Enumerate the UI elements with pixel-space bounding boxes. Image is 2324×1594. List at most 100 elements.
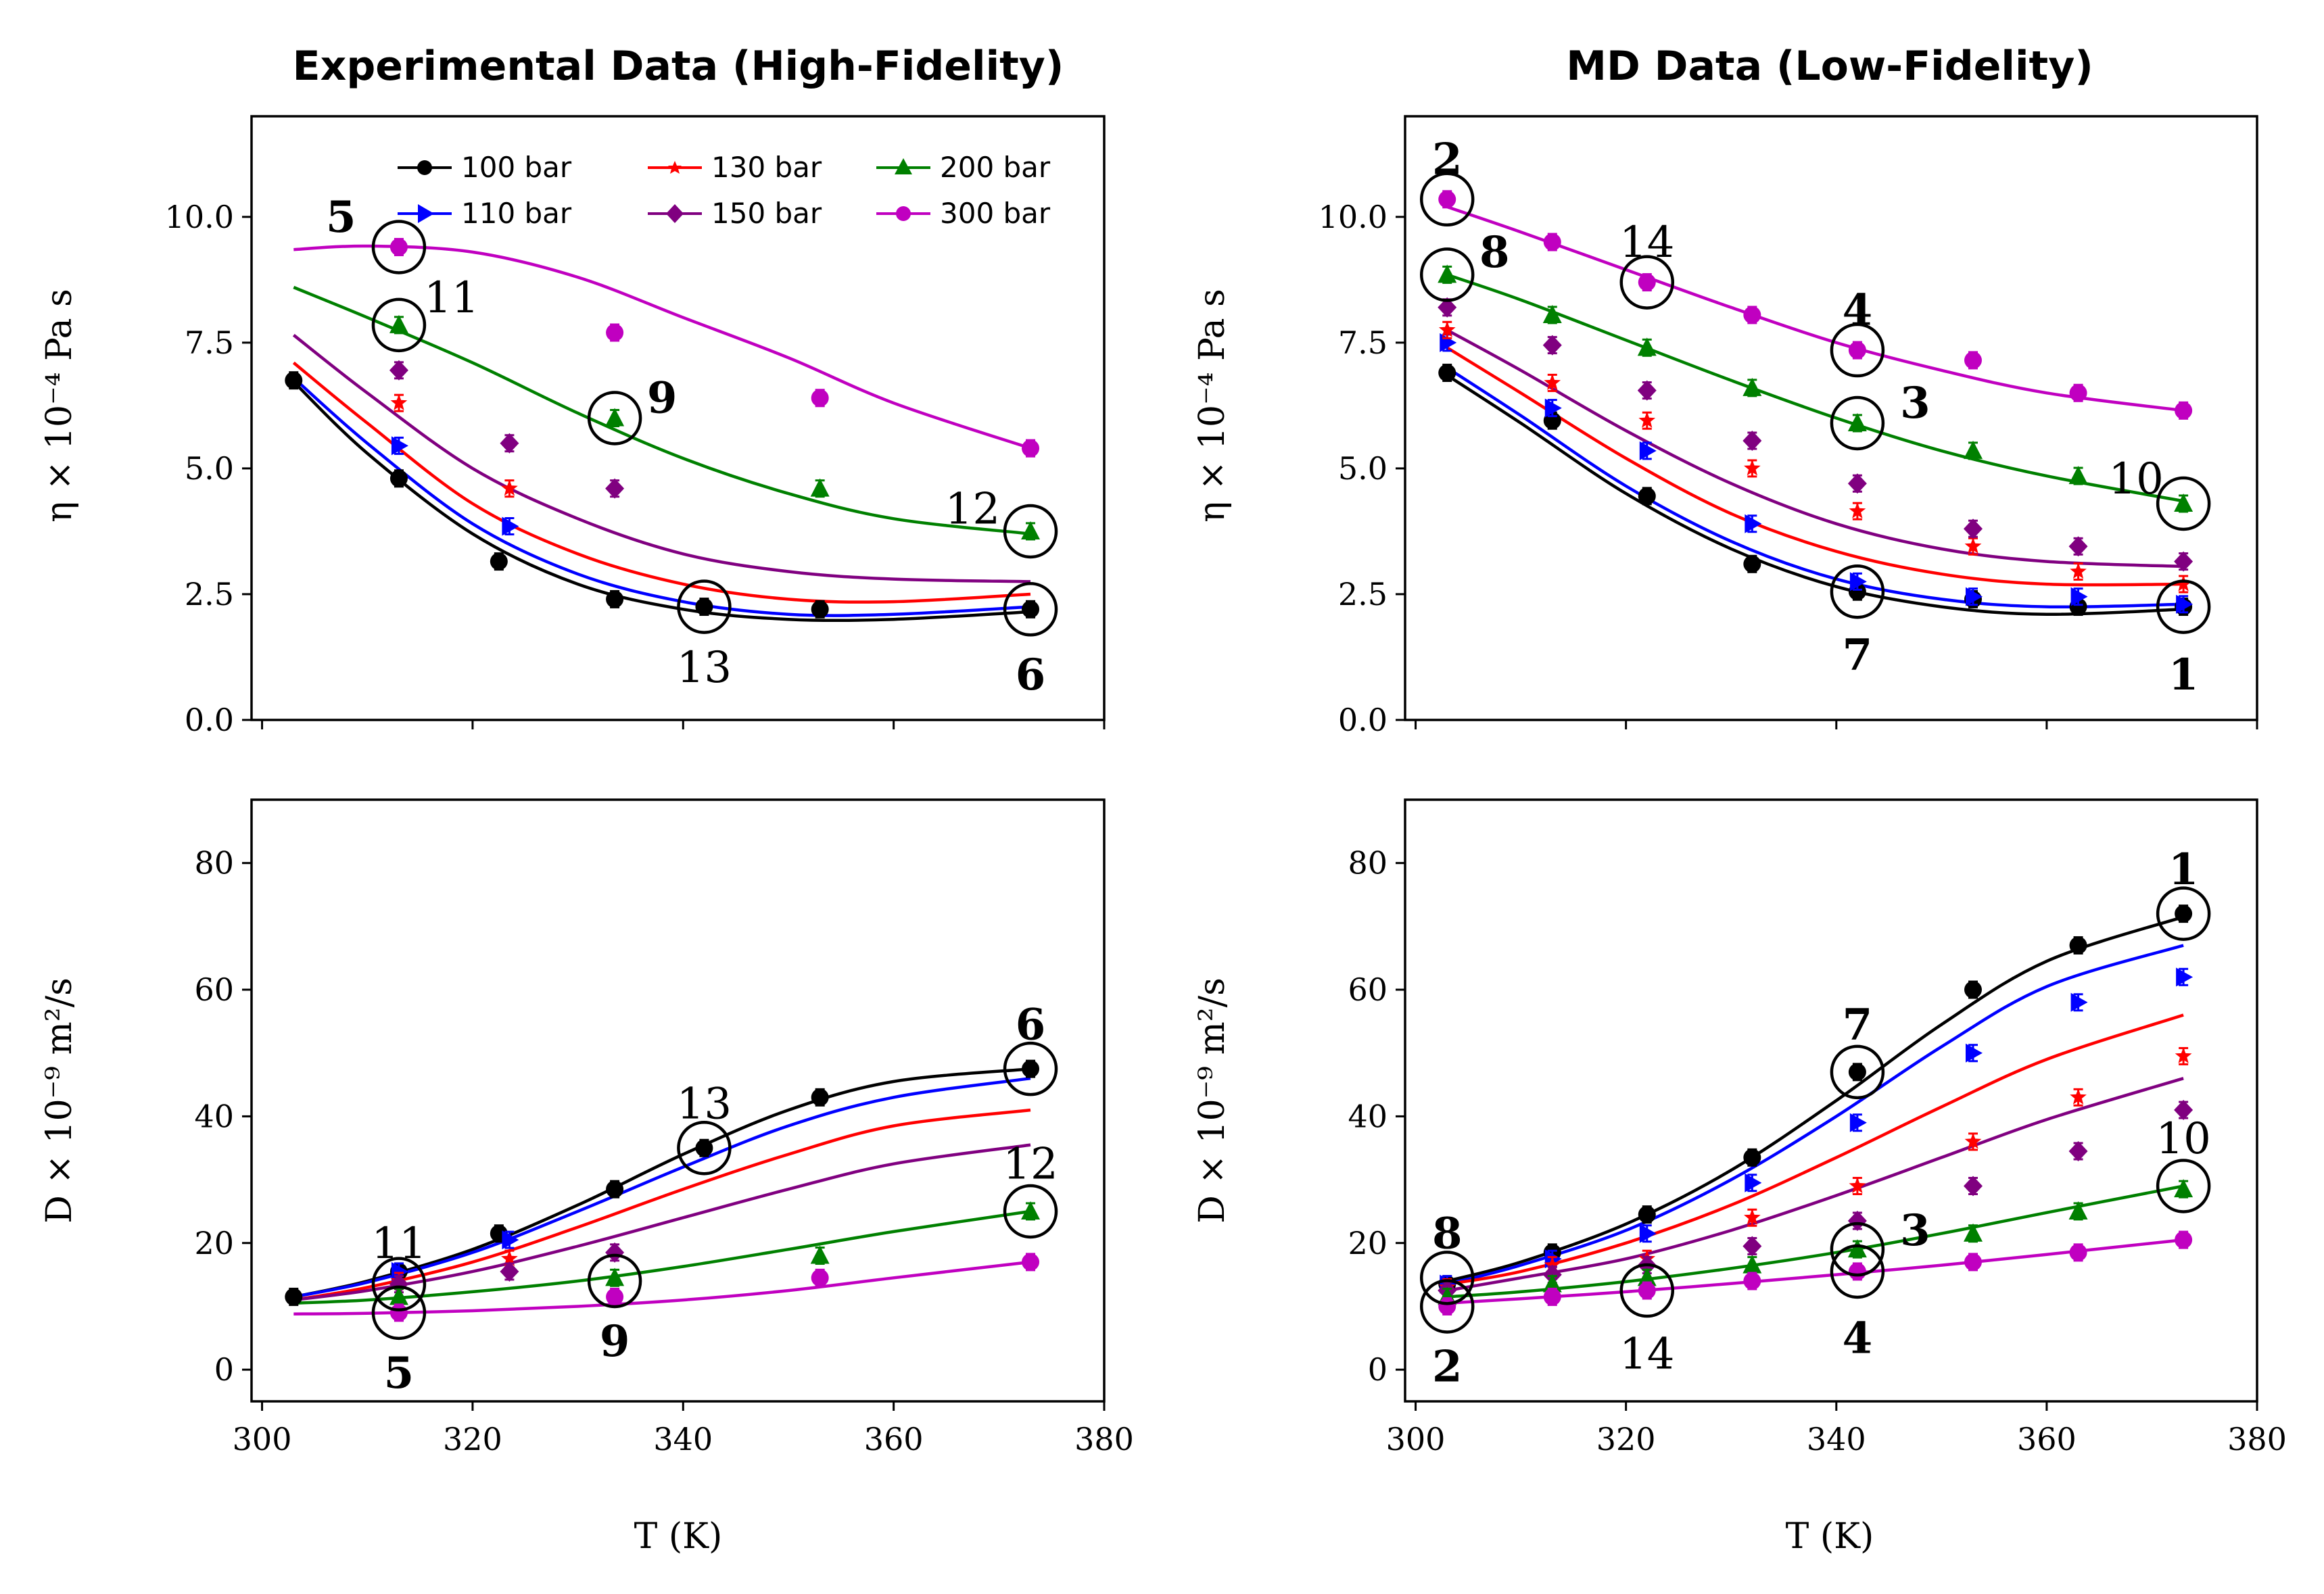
- highlight-circle-3: [1830, 395, 1885, 451]
- data-point-130-bar: [2175, 1047, 2192, 1063]
- data-point-200-bar: [1964, 1223, 1983, 1242]
- plot-frame-exp-viscosity: [250, 115, 1106, 721]
- data-point-300-bar: [1438, 1297, 1456, 1315]
- data-point-100-bar: [695, 598, 713, 616]
- annotation-label-6: 6: [1016, 650, 1046, 700]
- plot-exp-diffusivity: 300 320 340 360 380 0 20 40 60 80 11 5 9 13 6 12: [194, 798, 1134, 1457]
- highlight-circle-12: [1003, 504, 1058, 559]
- y-tick-label-10-0: 10.0: [1319, 199, 1388, 235]
- annotation-label-2: 2: [1432, 134, 1463, 185]
- data-point-100-bar: [606, 590, 624, 608]
- data-point-300-bar: [389, 238, 408, 256]
- data-point-200-bar: [1847, 412, 1867, 431]
- data-point-200-bar: [2174, 493, 2193, 512]
- annotation-label-4: 4: [1843, 285, 1873, 336]
- data-point-300-bar: [1438, 190, 1456, 208]
- data-point-100-bar: [695, 1139, 713, 1157]
- data-point-300-bar: [1964, 351, 1982, 369]
- annotation-label-11: 11: [371, 1219, 426, 1269]
- highlight-circle-14: [1619, 255, 1675, 310]
- data-point-150-bar: [1637, 380, 1657, 401]
- fit-curve-130-bar: [1446, 346, 2184, 587]
- highlight-circle-10: [2156, 476, 2211, 531]
- annotation-label-7: 7: [1843, 1000, 1873, 1050]
- annotation-label-11: 11: [424, 273, 479, 323]
- x-tick-label-320: 320: [1596, 1421, 1656, 1457]
- data-point-200-bar: [2068, 1201, 2088, 1219]
- annotation-label-1: 1: [2168, 844, 2199, 895]
- y-tick-label-0-0: 0.0: [185, 702, 234, 738]
- data-point-100-bar: [285, 371, 303, 389]
- data-point-130-bar: [1744, 459, 1761, 476]
- highlight-circle-11: [371, 297, 427, 353]
- data-point-110-bar: [2070, 992, 2088, 1012]
- highlight-circle-4: [1830, 1244, 1885, 1299]
- legend-entry-130-bar: 130 bar: [648, 151, 822, 184]
- data-point-100-bar: [1743, 555, 1761, 573]
- y-tick-label-5-0: 5.0: [185, 450, 234, 487]
- highlight-circle-8: [1419, 247, 1475, 302]
- plot-exp-viscosity: 0.0 2.5 5.0 7.5 10.0 5 11 9 12 13 6: [165, 115, 1106, 738]
- highlight-circle-2: [1419, 1279, 1475, 1334]
- data-point-130-bar: [1849, 502, 1866, 518]
- data-point-130-bar: [1744, 1209, 1761, 1225]
- data-point-200-bar: [1742, 1255, 1762, 1274]
- data-point-200-bar: [2068, 466, 2088, 485]
- data-point-300-bar: [2069, 384, 2087, 402]
- data-point-200-bar: [1542, 304, 1562, 323]
- highlight-circle-8: [1419, 1251, 1475, 1305]
- legend-entry-200-bar: 200 bar: [876, 151, 1051, 184]
- data-point-100-bar: [1438, 364, 1456, 382]
- y-tick-label-20: 20: [1348, 1225, 1388, 1261]
- highlight-circle-14: [1619, 1263, 1675, 1318]
- x-tick-label-340: 340: [653, 1421, 713, 1457]
- data-point-300-bar: [606, 323, 624, 341]
- legend-label-300-bar: 300 bar: [940, 197, 1051, 230]
- data-point-110-bar: [391, 436, 408, 456]
- annotation-label-4: 4: [1843, 1313, 1873, 1363]
- data-point-130-bar: [1964, 1132, 1982, 1149]
- legend-label-200-bar: 200 bar: [940, 151, 1051, 184]
- x-tick-label-300: 300: [233, 1421, 292, 1457]
- highlight-circle-9: [587, 391, 642, 445]
- data-point-110-bar: [1849, 1113, 1867, 1132]
- highlight-circle-7: [1830, 564, 1885, 619]
- fit-curve-200-bar: [1446, 273, 2184, 503]
- legend-label-100-bar: 100 bar: [461, 151, 572, 184]
- panel-title-exp: Experimental Data (High-Fidelity): [293, 43, 1064, 90]
- data-point-130-bar: [1849, 1177, 1866, 1193]
- y-axis-label-exp-viscosity: η × 10⁻⁴ Pa s: [39, 289, 80, 523]
- data-point-100-bar: [1964, 981, 1982, 999]
- data-point-110-bar: [2176, 967, 2193, 987]
- data-point-100-bar: [490, 552, 508, 571]
- data-point-150-bar: [1964, 518, 1983, 539]
- y-tick-label-10-0: 10.0: [165, 199, 234, 235]
- annotation-label-2: 2: [1432, 1341, 1463, 1392]
- data-point-150-bar: [500, 1261, 519, 1282]
- y-axis-label-exp-diffusivity: D × 10⁻⁹ m²/s: [39, 977, 80, 1224]
- data-point-110-bar: [1745, 514, 1762, 533]
- x-axis-label-exp: T (K): [634, 1516, 723, 1557]
- highlight-circle-13: [677, 1121, 732, 1176]
- annotation-label-3: 3: [1900, 1205, 1930, 1256]
- annotation-label-1: 1: [2168, 650, 2199, 700]
- data-point-300-bar: [1543, 233, 1561, 251]
- highlight-circle-1: [2156, 579, 2211, 634]
- data-point-300-bar: [1743, 306, 1761, 324]
- annotation-label-13: 13: [677, 643, 732, 693]
- fit-curve-150-bar: [1446, 329, 2184, 569]
- annotation-label-14: 14: [1619, 218, 1674, 268]
- data-point-150-bar: [2068, 1140, 2088, 1161]
- x-tick-label-320: 320: [443, 1421, 502, 1457]
- x-tick-label-300: 300: [1386, 1421, 1446, 1457]
- annotation-label-12: 12: [1003, 1140, 1058, 1190]
- y-tick-label-40: 40: [1348, 1098, 1388, 1134]
- data-point-300-bar: [1964, 1253, 1982, 1271]
- annotation-label-5: 5: [326, 192, 356, 243]
- data-point-200-bar: [605, 1267, 625, 1286]
- data-point-100-bar: [1638, 1205, 1656, 1224]
- data-point-200-bar: [1964, 440, 1983, 459]
- x-tick-label-380: 380: [1074, 1421, 1134, 1457]
- highlight-circle-5: [371, 1285, 427, 1341]
- y-tick-label-2-5: 2.5: [185, 576, 234, 612]
